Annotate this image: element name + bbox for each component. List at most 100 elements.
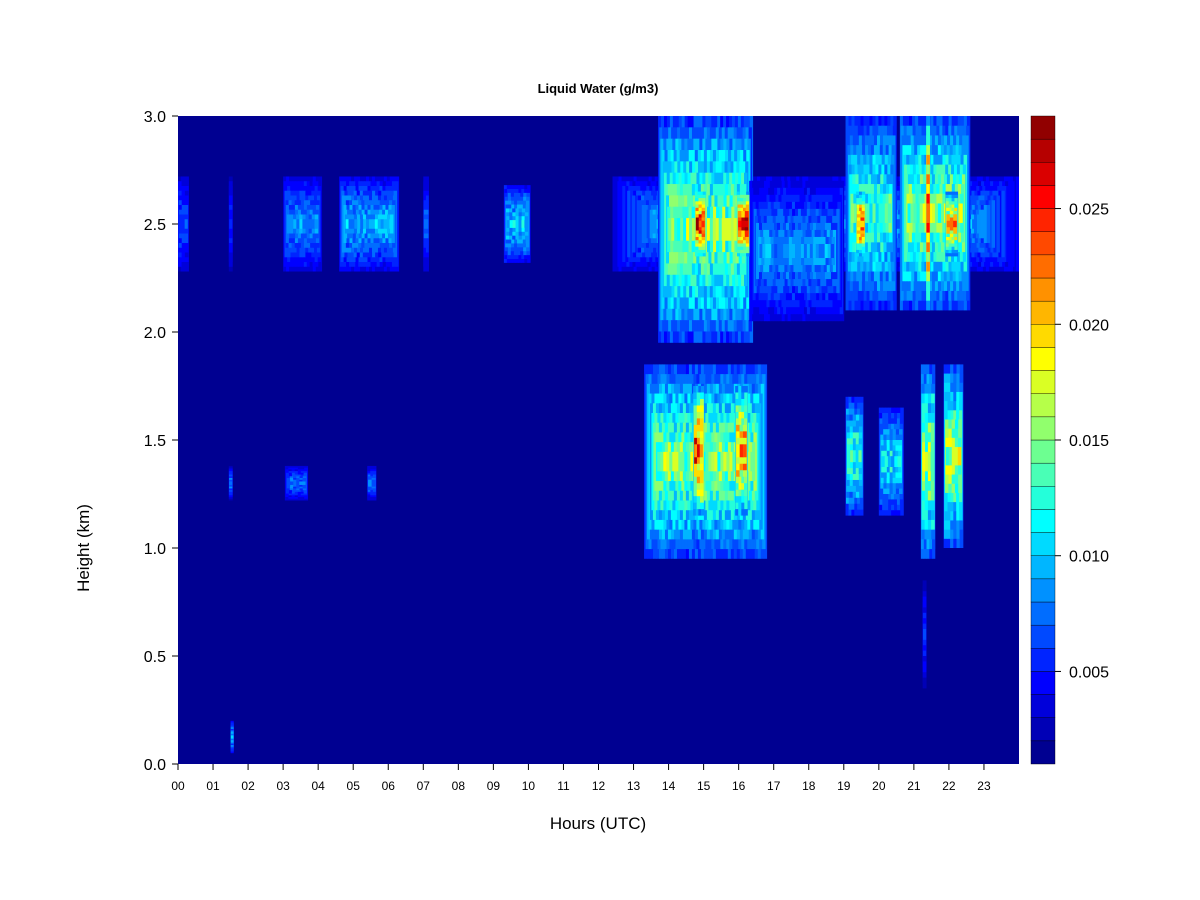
heatmap-cloud-region xyxy=(367,465,377,501)
heatmap-cell xyxy=(750,451,754,472)
heatmap-cell xyxy=(777,243,781,259)
heatmap-cloud-region xyxy=(735,386,748,516)
heatmap-cell xyxy=(524,220,528,228)
heatmap-cell xyxy=(711,451,715,472)
heatmap-cell xyxy=(872,203,876,223)
heatmap-cell xyxy=(736,444,741,458)
heatmap-cell xyxy=(875,203,880,223)
heatmap-cloud-region xyxy=(693,386,705,516)
heatmap-cloud-region xyxy=(749,180,845,322)
x-tick-label: 09 xyxy=(487,779,501,793)
heatmap-cell xyxy=(812,243,817,259)
heatmap-cell xyxy=(759,243,763,259)
heatmap-cell xyxy=(290,481,294,485)
heatmap-cell xyxy=(625,185,629,263)
colorbar-level xyxy=(1030,370,1056,394)
heatmap-cell xyxy=(923,629,927,640)
heatmap-cell xyxy=(983,204,988,244)
heatmap-cell xyxy=(639,200,644,248)
heatmap-cell xyxy=(937,203,942,223)
heatmap-cell xyxy=(717,451,721,472)
heatmap-cell xyxy=(797,243,802,259)
x-tick-label: 01 xyxy=(206,779,220,793)
heatmap-cell xyxy=(617,181,621,267)
heatmap-cell xyxy=(706,218,711,241)
y-tick-label: 0.5 xyxy=(144,649,166,666)
heatmap-cell xyxy=(878,203,883,223)
colorbar-level xyxy=(1030,208,1056,232)
x-tick-label: 02 xyxy=(241,779,255,793)
x-tick-label: 19 xyxy=(837,779,851,793)
heatmap-cloud-region xyxy=(284,465,309,501)
heatmap-cell xyxy=(518,220,522,228)
x-tick-label: 05 xyxy=(347,779,361,793)
heatmap-cloud-region xyxy=(694,191,706,257)
x-tick-label: 00 xyxy=(171,779,185,793)
heatmap-cell xyxy=(976,214,981,234)
heatmap-cell xyxy=(852,450,857,463)
heatmap-cell xyxy=(712,218,717,241)
colorbar-level xyxy=(1030,439,1056,464)
heatmap-cell xyxy=(851,203,855,223)
heatmap-cell xyxy=(314,219,318,229)
heatmap-cell xyxy=(733,218,737,241)
heatmap-cell xyxy=(910,203,914,223)
heatmap-cell xyxy=(696,220,700,228)
heatmap-cell xyxy=(818,243,823,259)
heatmap-cell xyxy=(620,181,624,267)
heatmap-cell xyxy=(622,185,626,263)
colorbar-level xyxy=(1030,115,1056,140)
colorbar-level xyxy=(1030,162,1056,186)
heatmap-cell xyxy=(371,219,376,229)
heatmap-cloud-region xyxy=(943,364,964,548)
heatmap-cell xyxy=(732,451,736,472)
heatmap-cell xyxy=(930,451,934,472)
chart-title: Liquid Water (g/m3) xyxy=(538,81,659,96)
heatmap-cell xyxy=(698,220,702,228)
heatmap-cell xyxy=(674,218,678,241)
x-tick-label: 04 xyxy=(311,779,325,793)
heatmap-cell xyxy=(506,220,511,228)
colorbar-level xyxy=(1030,624,1056,649)
heatmap-cell xyxy=(351,219,355,229)
heatmap-cell xyxy=(374,219,379,229)
heatmap-cell xyxy=(296,481,300,485)
heatmap-cell xyxy=(708,451,712,472)
heatmap-cell xyxy=(368,219,373,229)
heatmap-cell xyxy=(729,451,733,472)
colorbar-level xyxy=(1030,462,1056,487)
heatmap-cloud-region xyxy=(228,465,233,501)
heatmap-cell xyxy=(855,450,859,463)
heatmap-cell xyxy=(311,219,315,229)
heatmap-cell xyxy=(184,219,188,229)
heatmap-cell xyxy=(615,176,619,272)
heatmap-cell xyxy=(423,219,429,229)
x-tick-label: 06 xyxy=(382,779,396,793)
heatmap-cloud-region xyxy=(856,191,866,257)
x-tick-label: 11 xyxy=(557,779,570,793)
colorbar-level xyxy=(1030,138,1056,163)
heatmap-cloud-region xyxy=(920,364,936,559)
colorbar-level xyxy=(1030,555,1056,580)
heatmap-cell xyxy=(1001,190,1005,258)
heatmap-cloud-region xyxy=(423,176,429,272)
heatmap-cell xyxy=(850,450,854,463)
heatmap-cell xyxy=(795,243,799,259)
heatmap-cell xyxy=(677,218,681,241)
heatmap-cell xyxy=(709,218,714,241)
heatmap-cell xyxy=(969,219,973,229)
heatmap-cloud-region xyxy=(845,116,897,311)
heatmap-cell xyxy=(800,243,805,259)
heatmap-cell xyxy=(981,209,986,239)
heatmap-cell xyxy=(357,219,361,229)
heatmap-cloud-region xyxy=(644,364,768,559)
heatmap-cell xyxy=(668,218,672,241)
heatmap-cell xyxy=(666,451,670,472)
colorbar-level xyxy=(1030,740,1056,765)
colorbar-tick-label: 0.025 xyxy=(1069,202,1109,219)
heatmap-cell xyxy=(860,220,865,228)
heatmap-cell xyxy=(657,451,661,472)
x-tick-label: 18 xyxy=(802,779,816,793)
heatmap-cell xyxy=(774,243,778,259)
colorbar-level xyxy=(1030,486,1056,510)
